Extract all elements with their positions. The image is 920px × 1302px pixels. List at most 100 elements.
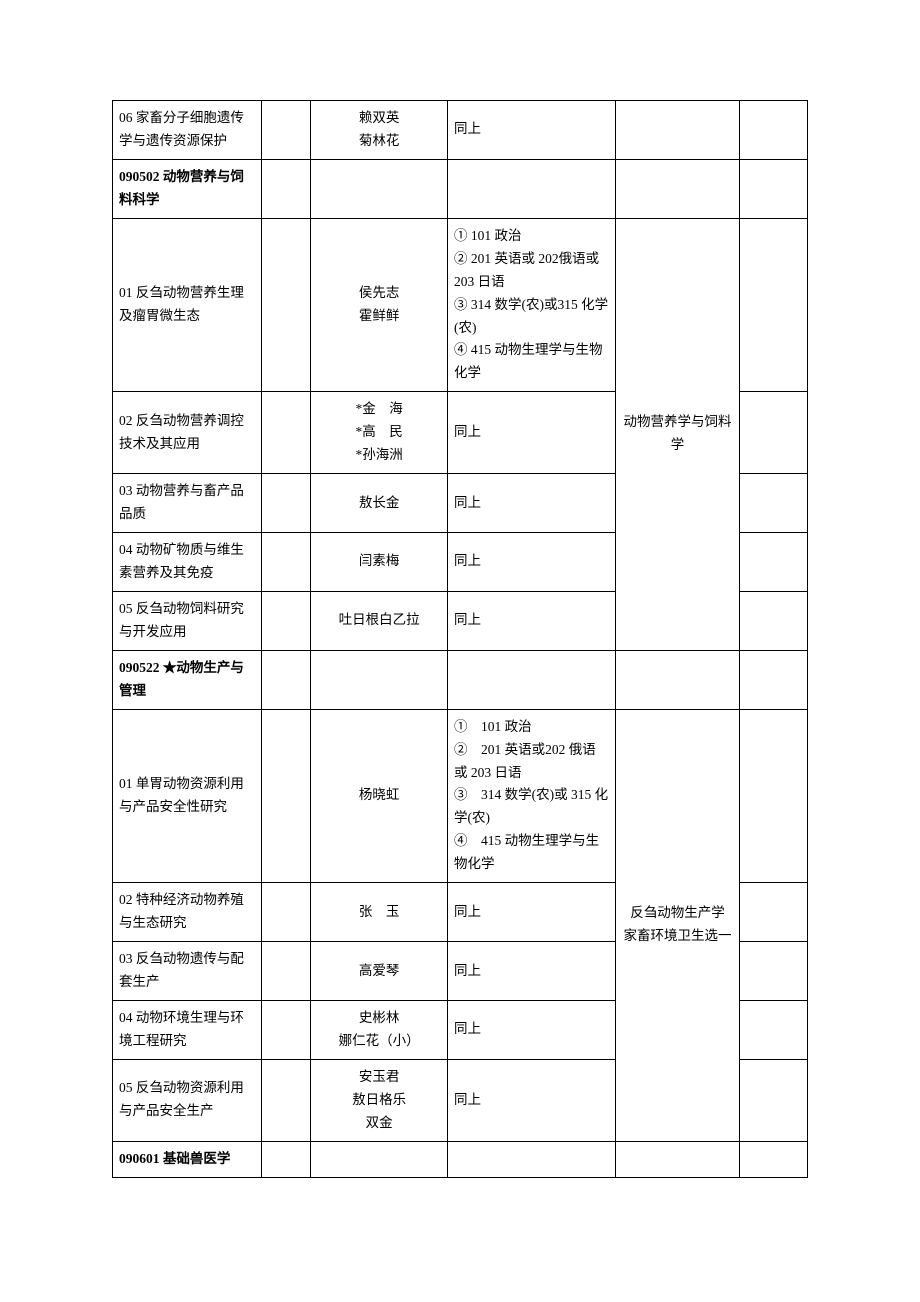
- cell-direction: 05 反刍动物饲料研究与开发应用: [113, 591, 262, 650]
- cell-empty: [262, 1059, 311, 1141]
- cell-empty: [615, 650, 739, 709]
- advisor-name: 安玉君: [359, 1069, 400, 1084]
- cell-empty: [740, 591, 808, 650]
- table-row: 090502 动物营养与饲料科学: [113, 159, 808, 218]
- cell-empty: [311, 159, 448, 218]
- cell-exam: 同上: [447, 101, 615, 160]
- exam-line: ① 101 政治: [454, 228, 522, 243]
- cell-empty: [740, 1059, 808, 1141]
- advisor-name: *孙海洲: [356, 447, 403, 462]
- cell-direction: 04 动物矿物质与维生素营养及其免疫: [113, 533, 262, 592]
- cell-empty: [740, 101, 808, 160]
- cell-empty: [740, 392, 808, 474]
- cell-empty: [262, 1141, 311, 1177]
- exam-line: ② 201 英语或202 俄语或 203 日语: [454, 742, 596, 780]
- table-row: 090601 基础兽医学: [113, 1141, 808, 1177]
- cell-empty: [262, 591, 311, 650]
- cell-exam: 同上: [447, 474, 615, 533]
- cell-major-header: 090522 ★动物生产与管理: [113, 650, 262, 709]
- cell-exam: ① 101 政治 ② 201 英语或202 俄语或 203 日语 ③ 314 数…: [447, 709, 615, 883]
- cell-empty: [262, 709, 311, 883]
- table-row: 01 单胃动物资源利用与产品安全性研究 杨晓虹 ① 101 政治 ② 201 英…: [113, 709, 808, 883]
- cell-empty: [740, 474, 808, 533]
- advisor-name: 敖日格乐: [352, 1092, 406, 1107]
- cell-exam: 同上: [447, 883, 615, 942]
- table-row: 06 家畜分子细胞遗传学与遗传资源保护 赖双英 菊林花 同上: [113, 101, 808, 160]
- advisor-name: 霍鲜鲜: [359, 308, 400, 323]
- cell-exam: ① 101 政治 ② 201 英语或 202俄语或 203 日语 ③ 314 数…: [447, 218, 615, 392]
- cell-advisor: 安玉君 敖日格乐 双金: [311, 1059, 448, 1141]
- cell-empty: [262, 474, 311, 533]
- cell-empty: [262, 159, 311, 218]
- cell-empty: [740, 883, 808, 942]
- cell-empty: [740, 1000, 808, 1059]
- cell-advisor: 敖长金: [311, 474, 448, 533]
- cell-empty: [447, 1141, 615, 1177]
- cell-direction: 03 动物营养与畜产品品质: [113, 474, 262, 533]
- cell-retest-merged: 反刍动物生产学 家畜环境卫生选一: [615, 709, 739, 1141]
- cell-exam: 同上: [447, 1000, 615, 1059]
- cell-advisor: 闫素梅: [311, 533, 448, 592]
- cell-empty: [740, 942, 808, 1001]
- cell-direction: 03 反刍动物遗传与配套生产: [113, 942, 262, 1001]
- cell-advisor: 史彬林 娜仁花（小）: [311, 1000, 448, 1059]
- cell-major-header: 090502 动物营养与饲料科学: [113, 159, 262, 218]
- advisor-name: 赖双英: [359, 110, 400, 125]
- cell-direction: 01 反刍动物营养生理及瘤胃微生态: [113, 218, 262, 392]
- cell-exam: 同上: [447, 533, 615, 592]
- exam-line: ② 201 英语或 202俄语或 203 日语: [454, 251, 599, 289]
- cell-empty: [740, 159, 808, 218]
- cell-direction: 05 反刍动物资源利用与产品安全生产: [113, 1059, 262, 1141]
- advisor-name: *高 民: [356, 424, 403, 439]
- cell-exam: 同上: [447, 392, 615, 474]
- cell-empty: [615, 159, 739, 218]
- cell-direction: 06 家畜分子细胞遗传学与遗传资源保护: [113, 101, 262, 160]
- cell-empty: [740, 218, 808, 392]
- cell-empty: [740, 533, 808, 592]
- cell-empty: [262, 1000, 311, 1059]
- cell-advisor: 高爱琴: [311, 942, 448, 1001]
- cell-exam: 同上: [447, 1059, 615, 1141]
- advisor-name: 娜仁花（小）: [339, 1033, 420, 1048]
- cell-empty: [615, 1141, 739, 1177]
- advisor-name: 侯先志: [359, 285, 400, 300]
- cell-empty: [262, 650, 311, 709]
- cell-empty: [447, 159, 615, 218]
- table-row: 090522 ★动物生产与管理: [113, 650, 808, 709]
- cell-major-header: 090601 基础兽医学: [113, 1141, 262, 1177]
- cell-advisor: 吐日根白乙拉: [311, 591, 448, 650]
- cell-empty: [262, 942, 311, 1001]
- retest-line: 反刍动物生产学: [630, 905, 725, 920]
- exam-line: ④ 415 动物生理学与生物化学: [454, 833, 599, 871]
- document-page: 06 家畜分子细胞遗传学与遗传资源保护 赖双英 菊林花 同上 090502 动物…: [0, 0, 920, 1278]
- cell-direction: 04 动物环境生理与环境工程研究: [113, 1000, 262, 1059]
- cell-advisor: *金 海 *高 民 *孙海洲: [311, 392, 448, 474]
- cell-empty: [740, 1141, 808, 1177]
- cell-retest-merged: 动物营养学与饲料学: [615, 218, 739, 650]
- cell-direction: 02 反刍动物营养调控技术及其应用: [113, 392, 262, 474]
- cell-empty: [262, 101, 311, 160]
- catalog-table: 06 家畜分子细胞遗传学与遗传资源保护 赖双英 菊林花 同上 090502 动物…: [112, 100, 808, 1178]
- advisor-name: 双金: [366, 1115, 393, 1130]
- advisor-name: 史彬林: [359, 1010, 400, 1025]
- cell-retest: [615, 101, 739, 160]
- cell-advisor: 赖双英 菊林花: [311, 101, 448, 160]
- cell-empty: [262, 533, 311, 592]
- cell-empty: [311, 650, 448, 709]
- exam-line: ④ 415 动物生理学与生物化学: [454, 342, 603, 380]
- cell-empty: [311, 1141, 448, 1177]
- cell-exam: 同上: [447, 591, 615, 650]
- cell-empty: [447, 650, 615, 709]
- retest-line: 家畜环境卫生选一: [623, 928, 731, 943]
- exam-line: ③ 314 数学(农)或315 化学(农): [454, 297, 608, 335]
- advisor-name: *金 海: [356, 401, 403, 416]
- exam-line: ③ 314 数学(农)或 315 化学(农): [454, 787, 608, 825]
- cell-empty: [262, 883, 311, 942]
- cell-empty: [262, 392, 311, 474]
- exam-line: ① 101 政治: [454, 719, 532, 734]
- cell-exam: 同上: [447, 942, 615, 1001]
- table-row: 01 反刍动物营养生理及瘤胃微生态 侯先志 霍鲜鲜 ① 101 政治 ② 201…: [113, 218, 808, 392]
- cell-empty: [740, 709, 808, 883]
- cell-advisor: 杨晓虹: [311, 709, 448, 883]
- cell-advisor: 张 玉: [311, 883, 448, 942]
